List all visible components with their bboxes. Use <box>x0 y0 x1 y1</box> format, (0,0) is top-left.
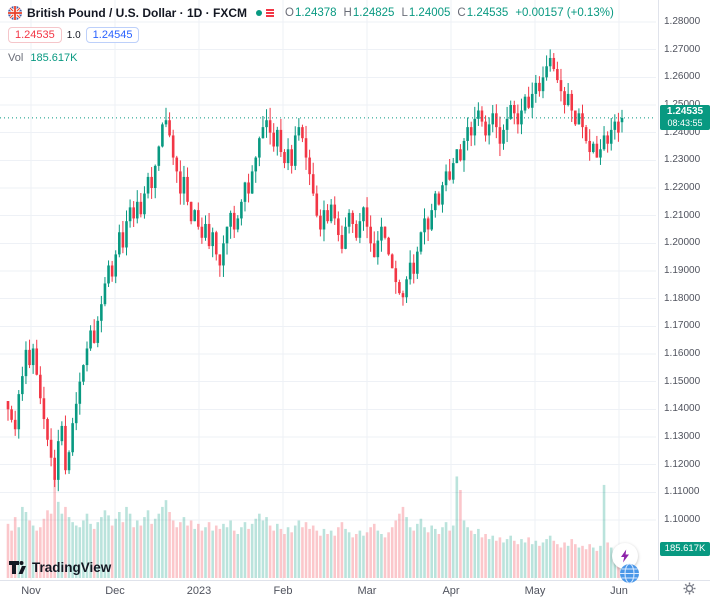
time-tick-label: Mar <box>357 585 377 597</box>
price-tick-label: 1.12000 <box>664 458 701 470</box>
open-value: 1.24378 <box>294 7 337 19</box>
marker-dot-icon[interactable] <box>256 10 263 16</box>
ask-button[interactable]: 1.24545 <box>85 27 140 43</box>
price-tick-label: 1.23000 <box>664 154 701 166</box>
volume-value: 185.617K <box>30 52 78 64</box>
price-tick-label: 1.24000 <box>664 126 701 138</box>
price-tick-label: 1.15000 <box>664 375 701 387</box>
globe-button[interactable] <box>619 563 640 584</box>
price-tick-label: 1.16000 <box>664 348 701 359</box>
time-tick-label: Feb <box>273 585 293 597</box>
price-tick-label: 1.22000 <box>664 182 701 193</box>
price-tick-label: 1.13000 <box>664 431 701 442</box>
price-tick-label: 1.19000 <box>664 265 701 276</box>
time-tick-label: Apr <box>442 585 460 597</box>
axis-settings-gear-icon[interactable] <box>683 582 696 600</box>
price-tick-label: 1.10000 <box>664 514 701 525</box>
price-tick-label: 1.28000 <box>664 16 701 27</box>
tradingview-wordmark: TradingView <box>32 560 112 575</box>
change-value: +0.00157 (+0.13%) <box>515 7 614 19</box>
bid-ask-row: 1.24535 1.0 1.24545 <box>8 27 140 43</box>
close-value: 1.24535 <box>466 7 509 19</box>
high-value: 1.24825 <box>352 7 395 19</box>
time-tick-label: Nov <box>21 585 41 597</box>
tradingview-mark-icon <box>9 561 26 574</box>
time-tick-label: 2023 <box>186 585 212 597</box>
quick-menu-icon[interactable] <box>266 9 275 17</box>
symbol-legend: British Pound / U.S. Dollar · 1D · FXCM … <box>8 6 614 20</box>
low-value: 1.24005 <box>408 7 451 19</box>
gbp-flag-icon <box>8 6 22 20</box>
time-tick-label: May <box>524 585 546 597</box>
price-tick-label: 1.20000 <box>664 237 701 249</box>
bid-button[interactable]: 1.24535 <box>8 27 62 43</box>
tradingview-logo[interactable]: TradingView <box>8 558 111 577</box>
symbol-title[interactable]: British Pound / U.S. Dollar · 1D · FXCM <box>27 6 248 20</box>
volume-legend: Vol 185.617K <box>8 52 77 64</box>
price-tick-label: 1.26000 <box>664 71 701 83</box>
time-tick-label: Dec <box>105 585 125 597</box>
bar-countdown: 08:43:55 <box>667 117 703 128</box>
price-tick-label: 1.11000 <box>664 486 700 498</box>
price-tick-label: 1.25000 <box>664 99 700 110</box>
time-tick-label: Jun <box>610 585 628 597</box>
spread-value: 1.0 <box>66 29 81 41</box>
last-price-value: 1.24535 <box>666 105 704 117</box>
lightning-button[interactable] <box>612 543 638 569</box>
last-price-badge: 1.24535 08:43:55 <box>660 104 710 130</box>
time-axis[interactable]: Nov Dec 2023 Feb Mar Apr May Jun <box>0 580 710 600</box>
price-tick-label: 1.21000 <box>664 209 701 221</box>
ohlc-values: O1.24378 H1.24825 L1.24005 C1.24535 +0.0… <box>285 7 614 19</box>
price-pane <box>6 49 624 492</box>
price-axis[interactable]: 1.24535 08:43:55 185.617K 1.10000 1.11000… <box>658 0 710 580</box>
price-tick-label: 1.17000 <box>664 320 701 332</box>
price-tick-label: 1.18000 <box>664 292 701 304</box>
volume-label: Vol <box>8 52 24 64</box>
price-tick-label: 1.14000 <box>664 403 701 415</box>
globe-icon <box>620 563 639 584</box>
lightning-icon <box>621 549 629 563</box>
last-volume-badge: 185.617K <box>660 542 710 556</box>
price-tick-label: 1.27000 <box>664 43 701 55</box>
